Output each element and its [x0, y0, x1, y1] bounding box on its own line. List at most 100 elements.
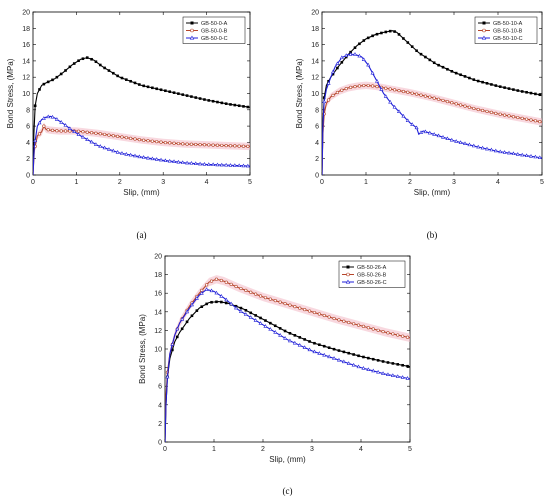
- data-layer: [322, 29, 542, 175]
- data-point-marker: [237, 163, 242, 168]
- data-point-marker: [391, 332, 395, 336]
- data-point-marker: [481, 80, 484, 84]
- data-point-marker: [194, 142, 198, 147]
- data-point-marker: [401, 89, 405, 94]
- data-point-marker: [107, 133, 111, 137]
- data-point-marker: [337, 318, 341, 322]
- legend-label: GB-50-10-A: [493, 21, 523, 27]
- y-tick-label: 10: [154, 347, 162, 354]
- y-axis-label: Bond Stress, (MPa): [295, 58, 304, 128]
- data-point-marker: [234, 284, 238, 289]
- data-point-marker: [228, 163, 233, 167]
- data-point-marker: [361, 324, 366, 329]
- data-point-marker: [89, 131, 94, 135]
- data-point-marker: [423, 129, 428, 134]
- data-point-marker: [393, 30, 396, 33]
- series-scatter-band: [322, 81, 542, 175]
- x-tick-label: 2: [261, 446, 265, 453]
- data-point-marker: [185, 160, 190, 165]
- data-point-marker: [38, 88, 41, 91]
- data-point-marker: [51, 78, 54, 82]
- data-point-marker: [287, 338, 292, 343]
- data-point-marker: [292, 340, 297, 345]
- data-point-marker: [395, 374, 400, 378]
- data-point-marker: [507, 87, 511, 90]
- data-point-marker: [193, 161, 198, 165]
- data-point-marker: [302, 345, 307, 349]
- data-point-marker: [381, 360, 385, 363]
- legend-marker: [482, 28, 486, 33]
- data-point-marker: [525, 90, 528, 94]
- legend-label: GB-50-0-B: [201, 29, 228, 35]
- data-point-marker: [185, 320, 189, 324]
- data-point-marker: [202, 162, 207, 166]
- x-tick-label: 2: [118, 179, 122, 186]
- data-point-marker: [405, 118, 410, 122]
- y-tick-label: 14: [22, 58, 30, 65]
- data-point-marker: [288, 303, 292, 307]
- x-tick-label: 3: [310, 446, 314, 453]
- data-point-marker: [142, 138, 146, 142]
- data-point-marker: [352, 353, 355, 356]
- x-axis-label: Slip, (mm): [123, 188, 160, 197]
- data-point-marker: [253, 318, 258, 322]
- data-point-marker: [263, 324, 268, 328]
- y-tick-label: 4: [26, 140, 30, 147]
- data-point-marker: [239, 286, 243, 291]
- data-point-marker: [98, 63, 102, 67]
- data-point-marker: [119, 151, 124, 155]
- data-point-marker: [537, 155, 542, 159]
- data-point-marker: [528, 154, 534, 158]
- data-point-marker: [327, 354, 332, 359]
- data-point-marker: [400, 375, 405, 379]
- data-point-marker: [132, 153, 137, 158]
- data-point-marker: [248, 315, 253, 319]
- data-point-marker: [170, 342, 175, 346]
- data-point-marker: [366, 326, 370, 330]
- data-point-marker: [481, 108, 485, 113]
- data-point-marker: [307, 309, 312, 313]
- legend-marker: [346, 272, 350, 277]
- data-point-marker: [206, 162, 211, 166]
- data-point-marker: [502, 150, 507, 154]
- data-point-marker: [405, 335, 410, 339]
- data-point-marker: [239, 306, 243, 310]
- data-point-marker: [415, 92, 419, 96]
- data-point-marker: [516, 115, 520, 120]
- data-point-marker: [76, 129, 81, 133]
- data-point-marker: [220, 143, 224, 148]
- data-point-marker: [298, 306, 302, 310]
- data-point-marker: [211, 162, 216, 167]
- data-point-marker: [391, 362, 395, 365]
- data-point-marker: [331, 93, 335, 97]
- data-point-marker: [171, 348, 174, 352]
- data-point-marker: [441, 65, 445, 69]
- data-point-marker: [401, 334, 405, 338]
- data-point-marker: [353, 84, 357, 89]
- y-tick-label: 6: [26, 124, 30, 131]
- data-point-marker: [366, 83, 370, 88]
- y-tick-label: 20: [311, 10, 319, 17]
- data-point-marker: [308, 340, 311, 343]
- data-point-marker: [120, 76, 124, 80]
- x-tick-label: 0: [31, 179, 35, 186]
- data-point-marker: [229, 301, 234, 306]
- data-point-marker: [219, 162, 224, 167]
- data-point-marker: [172, 91, 176, 94]
- data-point-marker: [228, 144, 233, 148]
- data-point-marker: [370, 84, 375, 88]
- data-point-marker: [115, 150, 120, 154]
- data-point-marker: [229, 103, 232, 106]
- data-point-marker: [199, 290, 204, 295]
- x-tick-label: 1: [212, 446, 216, 453]
- y-axis-label: Bond Stress, (MPa): [6, 58, 15, 128]
- data-point-marker: [273, 330, 278, 334]
- y-tick-label: 12: [22, 75, 30, 82]
- data-point-marker: [46, 128, 50, 132]
- data-point-marker: [462, 141, 468, 146]
- data-point-marker: [258, 321, 263, 325]
- data-point-marker: [168, 141, 172, 145]
- data-point-marker: [133, 137, 137, 141]
- y-tick-label: 0: [315, 173, 319, 180]
